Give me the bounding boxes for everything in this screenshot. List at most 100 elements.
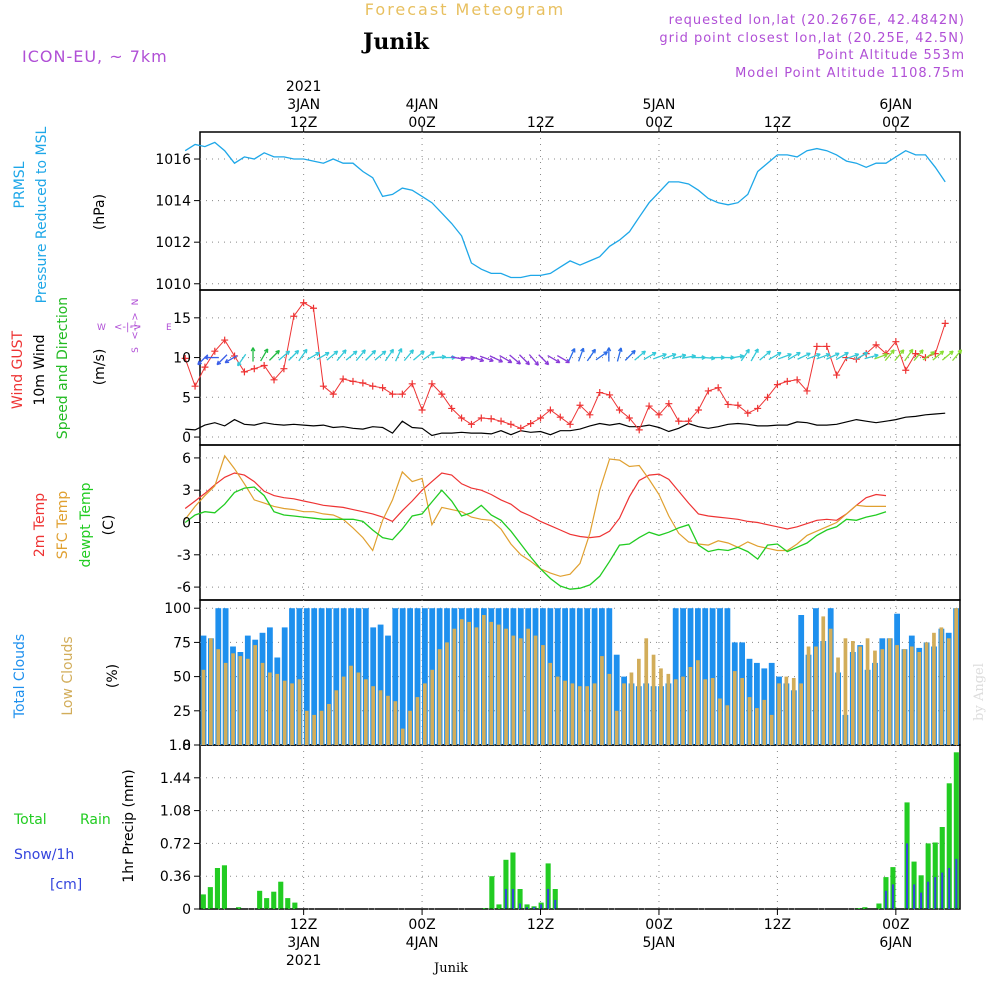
gust-marker [596,389,604,397]
low-cloud-bar [946,638,951,745]
wind-speed-line [185,412,946,437]
rain-bar [876,903,882,909]
precip-panel [199,744,961,910]
wind-direction-label: Speed and Direction [55,297,71,439]
wind-arrow-head [420,350,425,356]
low-cloud-bar [747,697,752,745]
gust-marker [418,406,426,414]
gust-marker [902,366,910,374]
total-cloud-bar [576,608,583,745]
total-cloud-bar [717,608,723,745]
wind-arrow-head [489,357,494,363]
wind-arrow [750,348,759,362]
top-time-label: 00Z [408,115,435,131]
wind-arrow [777,353,792,360]
total-cloud-bar [392,608,399,745]
bottom-time-label: 4JAN [406,935,439,951]
wind-arrow [643,352,657,361]
low-cloud-bar [327,704,331,745]
wind-arrow [568,348,576,362]
low-cloud-bar [740,678,744,745]
wind-arrow-head [224,358,230,364]
snow-bar [526,907,528,909]
model-point-altitude: Model Point Altitude 1108.75m [735,66,965,81]
low-cloud-bar [400,728,405,745]
top-time-label: 12Z [764,115,791,131]
rain-bar [264,898,270,909]
total-cloud-bar [414,608,421,745]
wind-arrow-head [389,348,395,354]
rain-bar [236,907,242,909]
y-tick-label: 1.44 [160,771,191,787]
low-cloud-bar [504,628,508,745]
low-cloud-bar [799,683,803,745]
wind-arrow-head [555,358,561,364]
wind-arrow [932,350,944,361]
low-cloud-bar [666,673,671,745]
wind-arrow-head [787,353,792,358]
gust-marker [280,365,288,373]
wind-arrow [922,351,935,361]
wind-arrow-head [285,350,291,356]
low-cloud-bar [275,673,280,745]
low-cloud-bar [843,638,848,745]
total-cloud-bar [333,608,340,745]
low-cloud-bar [622,683,626,745]
rain-bar [257,890,263,909]
low-cloud-bar [356,672,361,745]
bottom-time-label: 12Z [764,917,791,933]
gust-marker [260,362,268,370]
low-cloud-bar [474,627,479,745]
temperature-plot [184,454,887,590]
low-cloud-bar [496,624,501,745]
y-tick-label: -6 [177,580,191,596]
wind-arrow-head [430,351,435,356]
low-cloud-bar [659,668,663,745]
top-time-label: 12Z [290,115,317,131]
low-cloud-bar [932,632,936,745]
low-cloud-bar [533,635,538,745]
gust-marker [290,312,298,320]
rain-bar [200,894,206,909]
compass-west: W [97,323,106,333]
wind-unit: (m/s) [92,349,108,386]
rain-bar [918,875,924,909]
y-tick-label: 1.8 [169,738,191,754]
gust-marker [803,387,811,395]
total-cloud-bar [613,654,620,745]
wind-arrow [268,350,280,361]
gust-marker [625,414,633,422]
snow-bar [540,904,543,909]
gust-marker [655,411,663,419]
wind-arrow [394,348,403,362]
wind-arrow-head [237,361,242,367]
wind-arrow-head [381,350,387,356]
y-tick-label: 1010 [155,277,191,293]
low-cloud-bar [541,645,545,745]
low-cloud-bar [939,627,944,745]
total-cloud-bar [702,608,709,745]
low-cloud-bar [873,650,877,745]
wind-arrow [556,355,570,364]
gust-marker [744,409,752,417]
wind-arrow-head [204,355,209,360]
y-tick-label: 3 [182,483,191,499]
gust-marker [181,354,189,362]
wind-arrow-head [651,351,657,357]
low-cloud-bar [895,645,899,745]
top-time-label: 00Z [882,115,909,131]
low-cloud-bar [393,701,398,745]
wind-arrow-head [739,354,745,359]
bottom-time-label: 00Z [882,917,909,933]
snow-bar [547,889,550,909]
low-cloud-bar [821,616,826,745]
precip-cm-label: [cm] [50,877,82,893]
wind-arrow-head [854,353,860,358]
wind-arrow-head [498,358,504,363]
gust-marker [783,377,791,385]
top-time-label: 3JAN [287,97,320,113]
point-altitude: Point Altitude 553m [817,48,965,63]
snow-bar [920,892,923,909]
wind-arrow [894,349,905,362]
wind-arrow-head [863,351,869,357]
